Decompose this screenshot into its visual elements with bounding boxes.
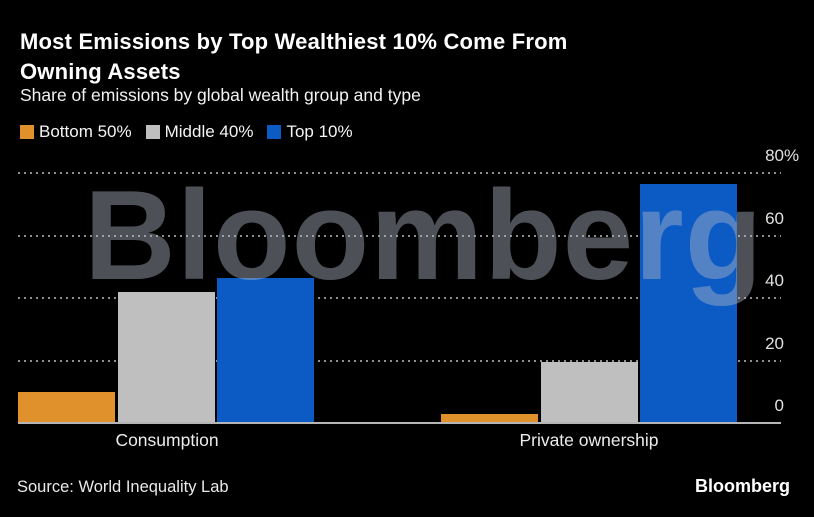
source-note: Source: World Inequality Lab (17, 478, 229, 496)
legend-item-middle-40: Middle 40% (145, 122, 254, 142)
bar-private-ownership-top-10% (640, 184, 737, 423)
legend: Bottom 50% Middle 40% Top 10% (20, 122, 353, 142)
bloomberg-logo: Bloomberg (694, 476, 790, 496)
legend-swatch-icon (145, 125, 160, 139)
legend-item-top-10: Top 10% (267, 122, 353, 142)
bar-private-ownership-bottom-50% (441, 414, 538, 423)
legend-label: Middle 40% (164, 122, 254, 141)
y-axis-tick-60: 60% (765, 208, 784, 228)
legend-item-bottom-50: Bottom 50% (20, 122, 132, 142)
bar-consumption-top-10% (217, 278, 314, 423)
x-axis-baseline (18, 422, 781, 424)
bar-consumption-middle-40% (117, 292, 215, 423)
plot-area (18, 172, 781, 424)
legend-swatch-icon (20, 125, 34, 139)
gridline-20 (18, 359, 781, 362)
y-axis-tick-0: 0% (774, 396, 784, 415)
gridline-40 (18, 297, 781, 299)
legend-label: Bottom 50% (39, 122, 132, 141)
bar-private-ownership-middle-40% (540, 362, 638, 423)
bar-consumption-bottom-50% (18, 392, 115, 423)
legend-swatch-icon (267, 125, 282, 139)
gridline-60 (18, 234, 781, 237)
y-axis-tick-40: 40% (765, 271, 784, 290)
x-axis-label-private-ownership: Private ownership (519, 430, 659, 450)
y-axis-tick-80: 80% (765, 146, 800, 165)
x-axis-label-consumption: Consumption (115, 430, 219, 450)
gridline-80 (18, 172, 781, 174)
y-axis-tick-20: 20% (765, 333, 784, 353)
chart-subtitle: Share of emissions by global wealth grou… (20, 85, 421, 105)
chart-title: Most Emissions by Top Wealthiest 10% Com… (20, 29, 568, 84)
legend-label: Top 10% (286, 122, 353, 141)
